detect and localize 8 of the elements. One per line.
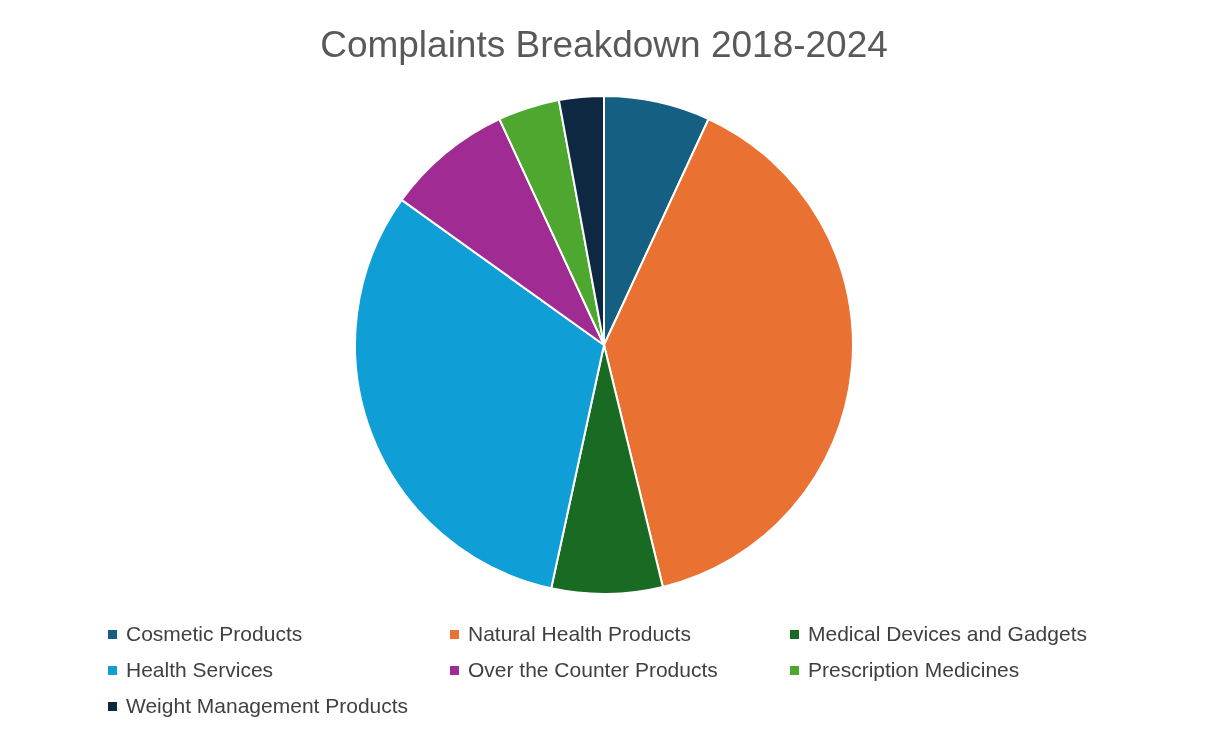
legend-label: Weight Management Products <box>126 694 409 718</box>
legend-label: Over the Counter Products <box>468 658 718 682</box>
legend-label: Natural Health Products <box>468 622 691 646</box>
legend-label: Medical Devices and Gadgets <box>808 622 1087 646</box>
chart-title: Complaints Breakdown 2018-2024 <box>319 24 889 66</box>
legend-label: Health Services <box>126 658 274 682</box>
legend-label: Prescription Medicines <box>808 658 1020 682</box>
legend-label: Cosmetic Products <box>126 622 303 646</box>
